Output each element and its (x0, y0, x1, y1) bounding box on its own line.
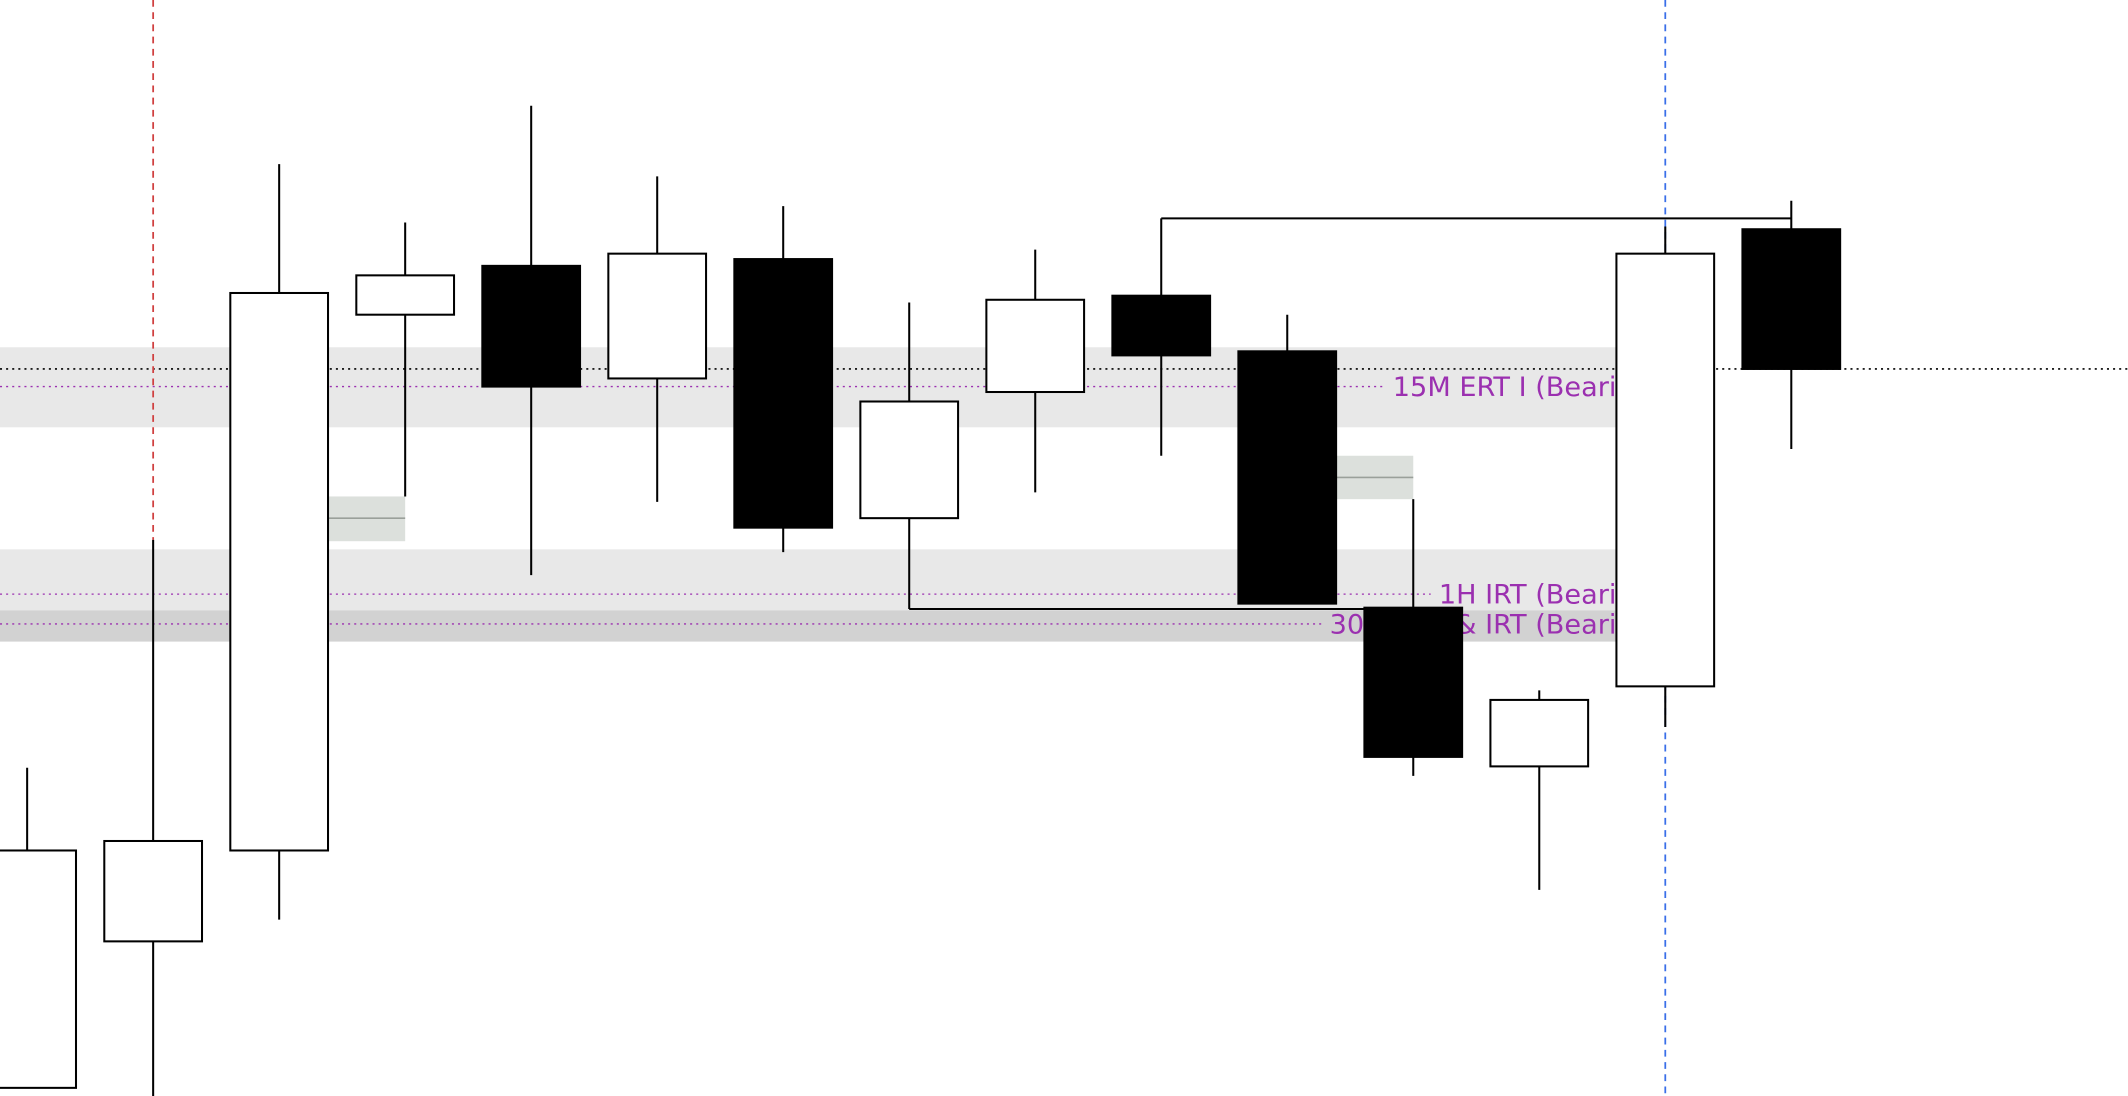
bullish-candle (229, 291, 330, 852)
bullish-candle (985, 298, 1086, 394)
bearish-candle (733, 258, 834, 529)
bullish-candle (355, 274, 456, 316)
level-label: 15M ERT I (Beari (1393, 372, 1617, 403)
bullish-candle (859, 400, 960, 520)
bearish-candle (1111, 294, 1212, 357)
bearish-candle (481, 264, 582, 388)
bullish-candle (103, 839, 204, 943)
bullish-candle (607, 252, 708, 380)
bullish-candle (1615, 252, 1716, 688)
bullish-candle (1489, 698, 1590, 768)
bearish-candle (1237, 350, 1338, 605)
level-label: 1H IRT (Beari (1439, 580, 1617, 611)
bearish-candle (1363, 606, 1464, 758)
bearish-candle (1741, 228, 1842, 370)
bullish-candle (0, 849, 78, 1089)
